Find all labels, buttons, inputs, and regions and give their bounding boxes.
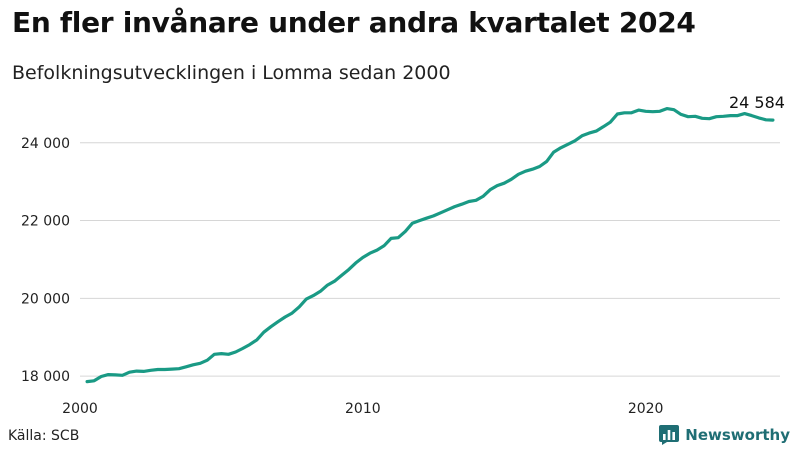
- source-note: Källa: SCB: [8, 428, 80, 444]
- y-tick-label: 18 000: [21, 369, 70, 385]
- y-tick-label: 24 000: [21, 136, 70, 152]
- x-tick-label: 2020: [628, 401, 664, 417]
- bar-chart-icon: [659, 425, 680, 445]
- gridlines: [80, 142, 780, 377]
- newsworthy-logo[interactable]: Newsworthy: [659, 425, 790, 445]
- x-tick-label: 2000: [62, 401, 98, 417]
- x-tick-label: 2010: [345, 401, 381, 417]
- y-axis-ticks: 18 000 20 000 22 000 24 000: [21, 136, 70, 385]
- y-tick-label: 22 000: [21, 214, 70, 230]
- y-tick-label: 20 000: [21, 291, 70, 307]
- last-value-label: 24 584: [729, 93, 785, 112]
- line-chart: 18 000 20 000 22 000 24 000 2000 2010 2020 24…: [21, 93, 785, 417]
- population-line: [85, 107, 775, 384]
- chart-subtitle: Befolkningsutvecklingen i Lomma sedan 20…: [12, 62, 451, 84]
- chart-title: En fler invånare under andra kvartalet 2…: [12, 6, 696, 39]
- brand-name: Newsworthy: [685, 426, 790, 444]
- x-axis-ticks: 2000 2010 2020: [62, 401, 663, 417]
